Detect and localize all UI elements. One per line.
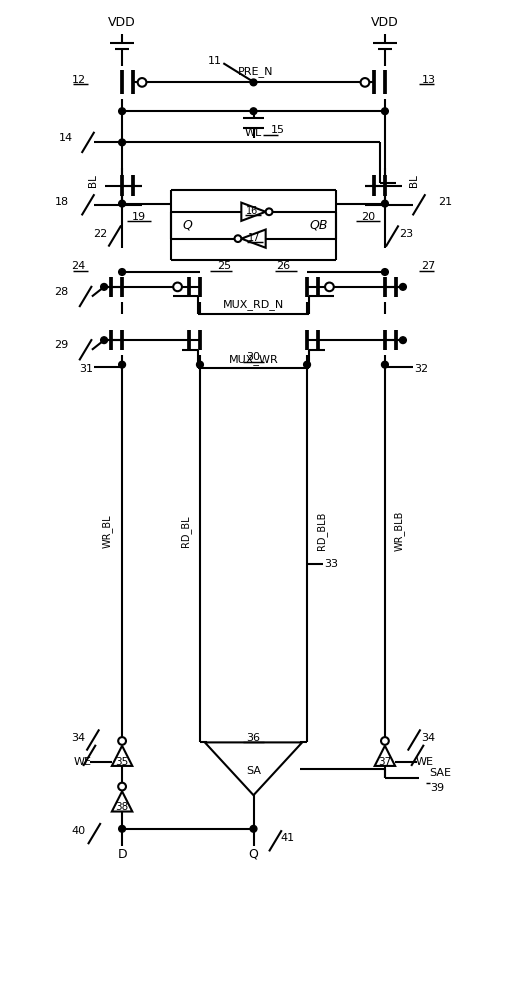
Text: 24: 24 xyxy=(71,261,86,271)
Circle shape xyxy=(381,108,388,115)
Text: 14: 14 xyxy=(59,133,74,143)
Text: VDD: VDD xyxy=(371,16,399,29)
Text: RD_BL: RD_BL xyxy=(180,515,191,547)
Text: 30: 30 xyxy=(246,352,261,362)
Text: 13: 13 xyxy=(421,75,436,85)
Text: 31: 31 xyxy=(79,364,93,374)
Text: 29: 29 xyxy=(54,340,68,350)
Text: Q: Q xyxy=(183,219,193,232)
Text: 21: 21 xyxy=(439,197,453,207)
Text: RD_BLB: RD_BLB xyxy=(316,512,327,550)
Text: 36: 36 xyxy=(246,733,261,743)
Text: 18: 18 xyxy=(54,197,68,207)
Text: 19: 19 xyxy=(132,212,146,222)
Circle shape xyxy=(304,361,310,368)
Text: PRE_N: PRE_N xyxy=(238,66,274,77)
Text: 38: 38 xyxy=(116,802,129,812)
Text: BL: BL xyxy=(409,174,419,187)
Text: 26: 26 xyxy=(276,261,290,271)
Text: 34: 34 xyxy=(71,733,86,743)
Text: 12: 12 xyxy=(71,75,86,85)
Text: D: D xyxy=(117,848,127,861)
Text: 33: 33 xyxy=(324,559,338,569)
Text: WL: WL xyxy=(245,128,262,138)
Circle shape xyxy=(119,200,126,207)
Text: 34: 34 xyxy=(421,733,436,743)
Circle shape xyxy=(250,108,257,115)
Text: 23: 23 xyxy=(400,229,414,239)
Text: WR_BL: WR_BL xyxy=(102,514,113,548)
Text: 22: 22 xyxy=(93,229,107,239)
Text: 20: 20 xyxy=(361,212,375,222)
Circle shape xyxy=(119,108,126,115)
Circle shape xyxy=(101,284,107,290)
Circle shape xyxy=(250,79,257,86)
Text: 15: 15 xyxy=(271,125,284,135)
Circle shape xyxy=(381,361,388,368)
Circle shape xyxy=(381,200,388,207)
Text: SAE: SAE xyxy=(430,768,452,778)
Circle shape xyxy=(119,361,126,368)
Text: 28: 28 xyxy=(54,287,68,297)
Text: 39: 39 xyxy=(430,783,444,793)
Text: 27: 27 xyxy=(421,261,436,271)
Circle shape xyxy=(101,337,107,344)
Text: BL: BL xyxy=(88,174,98,187)
Text: 25: 25 xyxy=(217,261,231,271)
Text: 32: 32 xyxy=(414,364,428,374)
Text: WE: WE xyxy=(416,757,433,767)
Text: VDD: VDD xyxy=(108,16,136,29)
Circle shape xyxy=(250,825,257,832)
Circle shape xyxy=(119,269,126,275)
Text: 40: 40 xyxy=(71,826,86,836)
Circle shape xyxy=(400,284,406,290)
Text: 37: 37 xyxy=(378,757,391,767)
Text: WR_BLB: WR_BLB xyxy=(394,511,405,551)
Text: 16: 16 xyxy=(246,206,259,216)
Text: MUX_RD_N: MUX_RD_N xyxy=(223,299,284,310)
Text: QB: QB xyxy=(310,219,329,232)
Text: 11: 11 xyxy=(208,56,222,66)
Text: 41: 41 xyxy=(280,833,295,843)
Text: MUX_WR: MUX_WR xyxy=(229,354,278,365)
Circle shape xyxy=(119,825,126,832)
Text: Q: Q xyxy=(248,848,259,861)
Text: 17: 17 xyxy=(248,233,261,243)
Circle shape xyxy=(381,269,388,275)
Text: WE: WE xyxy=(74,757,91,767)
Text: 35: 35 xyxy=(116,757,129,767)
Circle shape xyxy=(400,337,406,344)
Circle shape xyxy=(119,139,126,146)
Circle shape xyxy=(197,361,203,368)
Text: SA: SA xyxy=(246,766,261,776)
